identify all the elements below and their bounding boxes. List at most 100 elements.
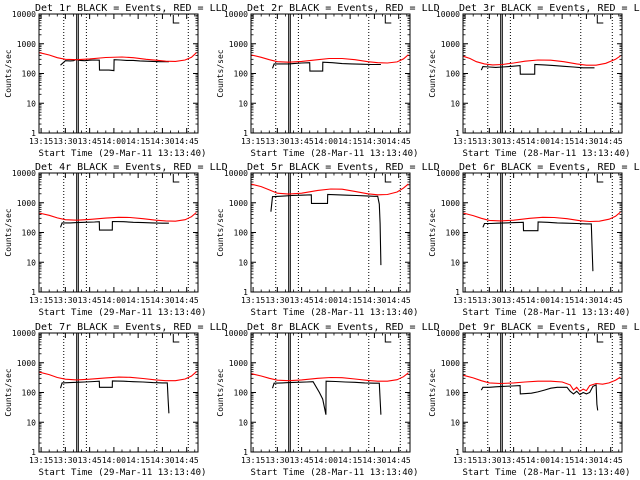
lld-series-line <box>251 54 409 64</box>
chart-panel-4: Det 4r BLACK = Events, RED = LLD Counts/s… <box>4 162 228 318</box>
x-tick-label: 14:45 <box>175 137 199 146</box>
x-tick-label: 14:15 <box>338 456 362 465</box>
y-tick-label: 10 <box>26 258 36 267</box>
y-tick-label: 10000 <box>224 329 248 338</box>
x-tick-label: 14:15 <box>126 296 150 305</box>
plot-frame <box>38 172 199 293</box>
x-axis-label: Start Time (29-Mar-11 13:13:40) <box>39 468 207 478</box>
chart-title: Det 7r BLACK = Events, RED = LLD <box>35 322 228 333</box>
x-tick-label: 14:30 <box>150 137 174 146</box>
plot-frame <box>462 13 623 134</box>
events-series-line <box>59 220 169 231</box>
y-tick-label: 100 <box>22 389 37 398</box>
x-tick-label: 13:45 <box>78 137 102 146</box>
x-tick-label: 13:45 <box>290 137 314 146</box>
lld-series-line <box>251 372 409 382</box>
y-tick-label: 10000 <box>12 169 36 178</box>
y-tick-label: 10000 <box>12 10 36 19</box>
y-tick-label: 10000 <box>224 169 248 178</box>
y-tick-label: 10000 <box>224 10 248 19</box>
plot-frame <box>250 332 411 453</box>
x-tick-label: 13:15 <box>29 296 53 305</box>
y-tick-label: 1000 <box>17 199 36 208</box>
plot-frame <box>250 13 411 134</box>
x-tick-label: 14:30 <box>362 456 386 465</box>
state-bracket-marker <box>384 15 392 24</box>
y-axis-label: Counts/sec <box>216 368 225 416</box>
x-tick-label: 14:00 <box>102 296 126 305</box>
x-tick-label: 13:30 <box>53 296 77 305</box>
chart-title: Det 6r BLACK = Events, RED = LLD <box>459 162 640 173</box>
chart-title: Det 8r BLACK = Events, RED = LLD <box>247 322 440 333</box>
events-series-line <box>59 380 170 414</box>
y-axis-label: Counts/sec <box>4 368 13 416</box>
events-series-line <box>271 380 382 415</box>
x-tick-label: 13:30 <box>53 456 77 465</box>
chart-panel-6: Det 6r BLACK = Events, RED = LLD Counts/s… <box>428 162 640 318</box>
x-tick-label: 14:30 <box>574 456 598 465</box>
events-series-line <box>480 384 599 411</box>
x-axis-label: Start Time (28-Mar-11 13:13:40) <box>463 468 631 478</box>
y-tick-label: 100 <box>446 389 461 398</box>
plot-frame <box>38 13 199 134</box>
x-tick-label: 13:30 <box>265 296 289 305</box>
chart-panel-7: Det 7r BLACK = Events, RED = LLD Counts/s… <box>4 322 228 478</box>
y-axis-label: Counts/sec <box>4 49 13 97</box>
y-tick-label: 1000 <box>441 40 460 49</box>
y-tick-label: 10 <box>26 99 36 108</box>
x-tick-label: 13:45 <box>78 296 102 305</box>
x-tick-label: 14:15 <box>338 296 362 305</box>
chart-title: Det 5r BLACK = Events, RED = LLD <box>247 162 440 173</box>
chart-panel-8: Det 8r BLACK = Events, RED = LLD Counts/s… <box>216 322 440 478</box>
state-bracket-marker <box>172 334 180 343</box>
x-tick-label: 13:15 <box>241 137 265 146</box>
lld-series-line <box>39 371 197 382</box>
y-tick-label: 10 <box>26 418 36 427</box>
chart-panel-9: Det 9r BLACK = Events, RED = LLD Counts/s… <box>428 322 640 478</box>
x-axis-label: Start Time (29-Mar-11 13:13:40) <box>39 149 207 159</box>
y-axis-label: Counts/sec <box>216 49 225 97</box>
state-bracket-marker <box>172 174 180 183</box>
x-tick-label: 14:30 <box>150 296 174 305</box>
x-tick-label: 13:30 <box>53 137 77 146</box>
x-tick-label: 14:45 <box>387 137 411 146</box>
y-tick-label: 1 <box>243 129 248 138</box>
y-tick-label: 1 <box>31 288 36 297</box>
x-axis-label: Start Time (28-Mar-11 13:13:40) <box>251 308 419 318</box>
x-tick-label: 14:00 <box>526 296 550 305</box>
y-tick-label: 10000 <box>436 329 460 338</box>
x-tick-label: 14:00 <box>102 456 126 465</box>
x-tick-label: 13:45 <box>502 137 526 146</box>
y-tick-label: 10 <box>238 99 248 108</box>
y-tick-label: 100 <box>446 70 461 79</box>
x-tick-label: 14:45 <box>175 296 199 305</box>
y-tick-label: 10 <box>450 99 460 108</box>
plot-frame <box>462 172 623 293</box>
plot-frame <box>250 172 411 293</box>
chart-title: Det 3r BLACK = Events, RED = LLD <box>459 3 640 14</box>
x-axis-label: Start Time (28-Mar-11 13:13:40) <box>463 308 631 318</box>
x-tick-label: 14:15 <box>338 137 362 146</box>
lld-series-line <box>39 212 197 222</box>
state-bracket-marker <box>384 174 392 183</box>
x-tick-label: 13:15 <box>241 456 265 465</box>
state-bracket-marker <box>596 174 604 183</box>
chart-title: Det 1r BLACK = Events, RED = LLD <box>35 3 228 14</box>
x-tick-label: 13:45 <box>290 296 314 305</box>
state-bracket-marker <box>172 15 180 24</box>
y-tick-label: 1000 <box>229 359 248 368</box>
lld-series-line <box>251 183 409 196</box>
lld-series-line <box>39 52 197 62</box>
events-series-line <box>480 63 595 75</box>
x-tick-label: 14:00 <box>526 456 550 465</box>
x-tick-label: 14:15 <box>550 456 574 465</box>
x-tick-label: 14:30 <box>362 137 386 146</box>
x-tick-label: 14:30 <box>150 456 174 465</box>
x-axis-label: Start Time (28-Mar-11 13:13:40) <box>251 468 419 478</box>
y-tick-label: 1 <box>455 129 460 138</box>
chart-panel-5: Det 5r BLACK = Events, RED = LLD Counts/s… <box>216 162 440 318</box>
x-tick-label: 14:45 <box>387 456 411 465</box>
y-tick-label: 1 <box>243 288 248 297</box>
state-bracket-marker <box>384 334 392 343</box>
chart-panel-2: Det 2r BLACK = Events, RED = LLD Counts/s… <box>216 3 440 159</box>
